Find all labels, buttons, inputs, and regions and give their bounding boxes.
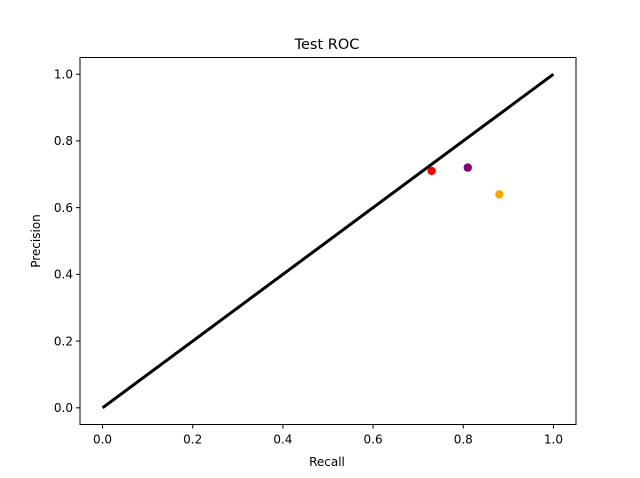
- y-axis-label: Precision: [29, 214, 43, 268]
- reference-line: [101, 72, 555, 410]
- x-tick-label: 0.0: [93, 433, 112, 447]
- x-tick-label: 1.0: [544, 433, 563, 447]
- y-axis: 0.0 0.2 0.4 0.6 0.8 1.0: [54, 67, 80, 415]
- x-tick-label: 0.6: [364, 433, 383, 447]
- x-axis: 0.0 0.2 0.4 0.6 0.8 1.0: [93, 424, 563, 447]
- plot-frame: [79, 57, 577, 425]
- data-point: [463, 163, 472, 172]
- y-tick-label: 0.0: [54, 401, 73, 415]
- x-tick-label: 0.4: [273, 433, 292, 447]
- y-tick-label: 0.6: [54, 201, 73, 215]
- chart-title: Test ROC: [294, 37, 360, 53]
- x-tick-label: 0.8: [454, 433, 473, 447]
- y-tick-label: 0.4: [54, 268, 73, 282]
- y-tick-label: 0.2: [54, 334, 73, 348]
- plot-area: [101, 72, 555, 410]
- y-tick-label: 0.8: [54, 134, 73, 148]
- y-tick-label: 1.0: [54, 67, 73, 81]
- x-axis-label: Recall: [309, 455, 345, 469]
- data-point: [427, 166, 436, 176]
- data-point: [495, 190, 504, 199]
- x-tick-label: 0.2: [183, 433, 202, 447]
